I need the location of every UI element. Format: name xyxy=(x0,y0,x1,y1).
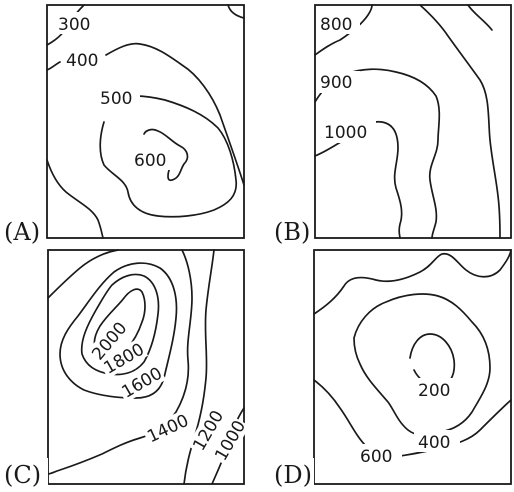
panel-c-contour-1200 xyxy=(183,249,215,485)
panel-b-contour-top xyxy=(467,4,493,31)
panel-d-label: (D) xyxy=(274,461,312,489)
panel-a-contour-600 xyxy=(143,128,189,182)
panel-b: 800 900 1000 (B) xyxy=(272,4,512,246)
panel-b-label-800: 800 xyxy=(320,15,352,35)
panel-d-label-200: 200 xyxy=(418,381,450,401)
panel-b-frame xyxy=(314,4,512,239)
panel-c: 2000 1800 1600 1400 1200 1000 (C) xyxy=(2,249,250,489)
panel-a-label-300: 300 xyxy=(58,15,90,35)
panel-c-contour-1800 xyxy=(80,273,160,376)
panel-d-contour-400 xyxy=(353,293,491,436)
panel-a-label-400: 400 xyxy=(66,51,98,71)
panel-c-contour-edge xyxy=(47,249,119,299)
panel-b-label-900: 900 xyxy=(320,73,352,93)
panel-a-label-500: 500 xyxy=(100,89,132,109)
panel-d-frame xyxy=(313,249,512,485)
panel-d-contour-top xyxy=(313,249,512,315)
panel-b-label-1000: 1000 xyxy=(324,123,367,143)
panel-d: 200 400 600 (D) xyxy=(272,249,512,489)
panel-a-contour-500 xyxy=(99,95,238,218)
panel-c-contour-1600 xyxy=(59,262,178,399)
panel-c-frame xyxy=(47,249,245,485)
panel-d-label-400: 400 xyxy=(418,433,450,453)
panel-a-contour-400 xyxy=(46,42,245,239)
panel-c-label-1400: 1400 xyxy=(144,411,192,447)
panel-a-frame xyxy=(46,4,245,239)
panel-a: 300 400 500 600 (A) xyxy=(2,4,245,246)
panel-c-label: (C) xyxy=(4,461,41,489)
panel-a-contour-corner xyxy=(227,4,245,19)
panel-b-label: (B) xyxy=(274,218,310,246)
panel-d-label-600: 600 xyxy=(360,447,392,467)
panel-a-label: (A) xyxy=(4,218,40,246)
panel-d-contour-600 xyxy=(313,379,512,458)
panel-a-label-600: 600 xyxy=(134,151,166,171)
